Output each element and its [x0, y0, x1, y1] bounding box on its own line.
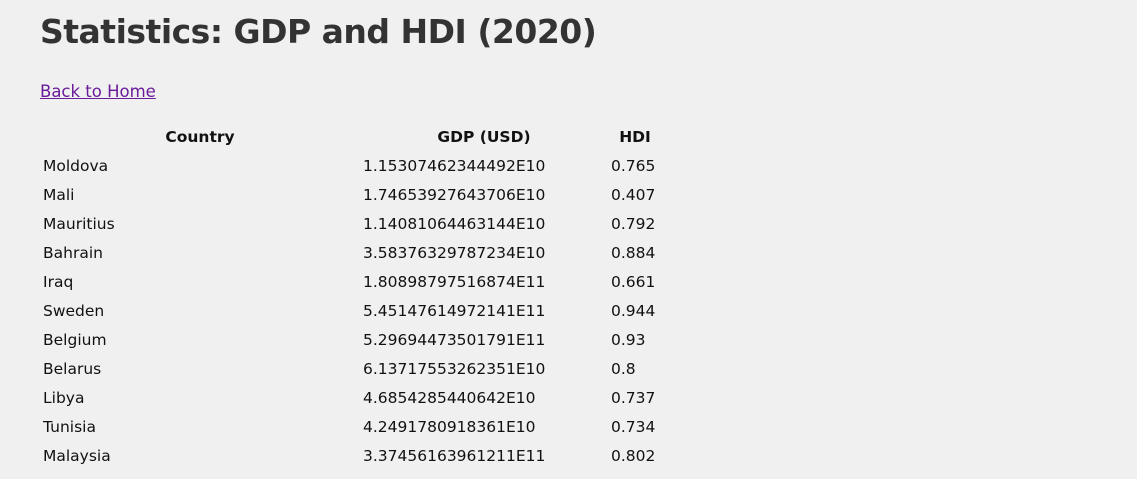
hdi-cell: 0.765	[611, 156, 656, 175]
table-row: Sweden 5.45147614972141E11 0.944	[40, 296, 662, 325]
hdi-cell: 0.944	[611, 301, 656, 320]
country-cell: Mali	[43, 185, 75, 204]
back-to-home-link[interactable]: Back to Home	[40, 82, 156, 101]
column-header-hdi: HDI	[619, 127, 651, 146]
table-row: Tunisia 4.2491780918361E10 0.734	[40, 412, 662, 441]
country-cell: Belarus	[43, 359, 102, 378]
hdi-cell: 0.734	[611, 417, 656, 436]
country-cell: Moldova	[43, 156, 109, 175]
gdp-cell: 3.37456163961211E11	[363, 446, 546, 465]
table-row: Belgium 5.29694473501791E11 0.93	[40, 325, 662, 354]
gdp-cell: 5.45147614972141E11	[363, 301, 546, 320]
table-row: Bahrain 3.58376329787234E10 0.884	[40, 238, 662, 267]
gdp-cell: 4.6854285440642E10	[363, 388, 536, 407]
table-row: Malaysia 3.37456163961211E11 0.802	[40, 441, 662, 470]
gdp-cell: 3.58376329787234E10	[363, 243, 546, 262]
gdp-cell: 1.14081064463144E10	[363, 214, 546, 233]
column-header-country: Country	[165, 127, 235, 146]
hdi-cell: 0.661	[611, 272, 656, 291]
gdp-cell: 5.29694473501791E11	[363, 330, 546, 349]
table-row: Belarus 6.13717553262351E10 0.8	[40, 354, 662, 383]
hdi-cell: 0.8	[611, 359, 636, 378]
hdi-cell: 0.737	[611, 388, 656, 407]
gdp-cell: 6.13717553262351E10	[363, 359, 546, 378]
country-cell: Mauritius	[43, 214, 115, 233]
gdp-cell: 1.74653927643706E10	[363, 185, 546, 204]
gdp-cell: 1.15307462344492E10	[363, 156, 546, 175]
table-header-row: Country GDP (USD) HDI	[40, 122, 662, 151]
table-body: Moldova 1.15307462344492E10 0.765 Mali 1.746…	[40, 151, 662, 470]
country-cell: Libya	[43, 388, 85, 407]
gdp-cell: 4.2491780918361E10	[363, 417, 536, 436]
country-cell: Iraq	[43, 272, 74, 291]
country-cell: Bahrain	[43, 243, 103, 262]
hdi-cell: 0.407	[611, 185, 656, 204]
country-cell: Tunisia	[43, 417, 96, 436]
country-cell: Malaysia	[43, 446, 111, 465]
country-cell: Belgium	[43, 330, 107, 349]
hdi-cell: 0.93	[611, 330, 646, 349]
hdi-cell: 0.792	[611, 214, 656, 233]
column-header-gdp: GDP (USD)	[437, 127, 531, 146]
gdp-cell: 1.80898797516874E11	[363, 272, 546, 291]
table-row: Libya 4.6854285440642E10 0.737	[40, 383, 662, 412]
table-row: Iraq 1.80898797516874E11 0.661	[40, 267, 662, 296]
hdi-cell: 0.802	[611, 446, 656, 465]
statistics-table: Country GDP (USD) HDI Moldova 1.153074623…	[40, 122, 662, 470]
table-row: Moldova 1.15307462344492E10 0.765	[40, 151, 662, 180]
country-cell: Sweden	[43, 301, 105, 320]
hdi-cell: 0.884	[611, 243, 656, 262]
page-title: Statistics: GDP and HDI (2020)	[40, 12, 597, 51]
table-row: Mali 1.74653927643706E10 0.407	[40, 180, 662, 209]
table-row: Mauritius 1.14081064463144E10 0.792	[40, 209, 662, 238]
